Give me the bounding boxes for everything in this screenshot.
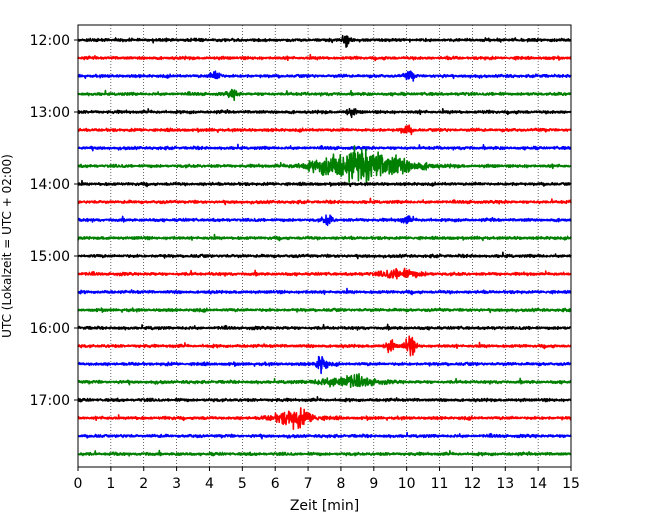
trace-1730 (77, 431, 572, 440)
x-tick-label: 11 (431, 476, 449, 492)
x-tick-label: 12 (463, 476, 481, 492)
trace-1600 (77, 323, 572, 331)
x-tick-label: 6 (271, 476, 280, 492)
trace-1445 (77, 233, 572, 242)
x-tick-label: 7 (304, 476, 313, 492)
y-axis: 12:00 13:00 14:00 15:00 16:00 17:00 (30, 33, 78, 409)
trace-1330 (77, 143, 572, 152)
trace-1430 (77, 214, 572, 227)
trace-1545 (77, 307, 572, 314)
traces-group (77, 34, 572, 457)
trace-1715 (77, 407, 572, 430)
trace-1300 (77, 107, 572, 119)
trace-1530 (77, 287, 572, 296)
x-tick-label: 9 (369, 476, 378, 492)
y-tick-label: 14:00 (30, 177, 70, 193)
y-tick-label: 17:00 (30, 393, 70, 409)
x-tick-label: 3 (172, 476, 181, 492)
x-tick-label: 13 (496, 476, 514, 492)
trace-1645 (77, 373, 572, 389)
trace-1630 (77, 355, 572, 375)
y-tick-label: 13:00 (30, 105, 70, 121)
y-tick-label: 12:00 (30, 33, 70, 49)
trace-1245 (77, 88, 572, 101)
x-axis: 0 1 2 3 4 5 6 7 8 9 10 11 12 13 14 15 (74, 467, 580, 492)
x-tick-label: 0 (74, 476, 83, 492)
trace-1215 (77, 53, 572, 62)
trace-1515 (77, 267, 572, 280)
x-tick-label: 10 (398, 476, 416, 492)
x-tick-label: 15 (562, 476, 580, 492)
x-tick-label: 5 (238, 476, 247, 492)
x-tick-label: 4 (205, 476, 214, 492)
trace-1200 (77, 34, 572, 48)
trace-1745 (77, 449, 572, 457)
trace-1345 (77, 145, 572, 184)
x-tick-label: 2 (139, 476, 148, 492)
trace-1415 (77, 197, 572, 206)
x-tick-label: 1 (106, 476, 115, 492)
y-axis-label: UTC (Lokalzeit = UTC + 02:00) (0, 154, 14, 338)
trace-1615 (77, 335, 572, 357)
trace-1230 (77, 70, 572, 82)
x-tick-label: 8 (336, 476, 345, 492)
y-tick-label: 15:00 (30, 249, 70, 265)
trace-1400 (77, 179, 572, 188)
x-axis-label: Zeit [min] (290, 498, 359, 514)
trace-1500 (77, 251, 572, 260)
trace-1315 (77, 124, 572, 136)
x-tick-label: 14 (529, 476, 547, 492)
trace-1700 (77, 396, 572, 403)
y-tick-label: 16:00 (30, 321, 70, 337)
plot-frame (77, 24, 572, 468)
